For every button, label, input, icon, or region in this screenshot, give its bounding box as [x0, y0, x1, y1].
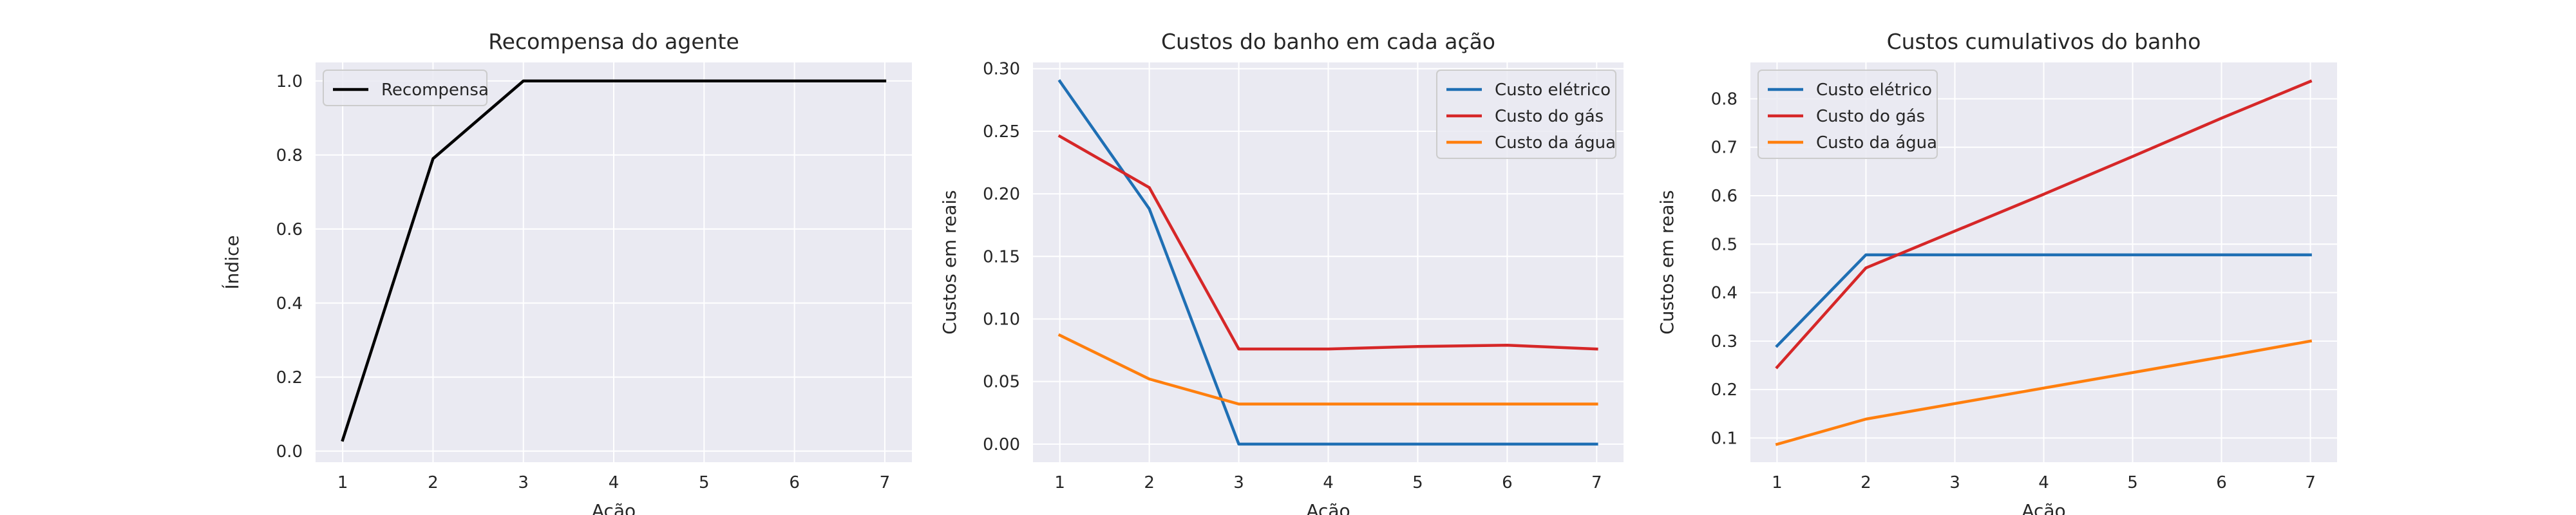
x-tick-label: 6: [2216, 473, 2227, 492]
x-tick-label: 7: [880, 473, 891, 492]
x-tick-label: 2: [428, 473, 439, 492]
x-tick-label: 5: [1412, 473, 1423, 492]
y-tick-label: 0.0: [276, 442, 303, 462]
x-tick-label: 1: [337, 473, 348, 492]
x-tick-label: 7: [2305, 473, 2316, 492]
y-tick-label: 0.5: [1711, 235, 1738, 254]
x-axis-label: Ação: [1306, 500, 1350, 515]
y-tick-label: 1.0: [276, 72, 303, 91]
x-tick-label: 1: [1772, 473, 1783, 492]
chart-title: Recompensa do agente: [488, 29, 739, 54]
legend: Recompensa: [323, 70, 489, 106]
y-tick-label: 0.15: [983, 247, 1020, 267]
legend-label-3: Custo da água: [1816, 133, 1937, 153]
x-tick-label: 7: [1591, 473, 1602, 492]
chart-panel-1: 1 2 3 4 5 6 7 0.0 0.2 0.4 0.6 0.8 1.0 Recompensa do a…: [221, 29, 912, 515]
legend-label-2: Custo do gás: [1495, 107, 1604, 126]
y-tick-label: 0.10: [983, 310, 1020, 329]
legend-label-1: Recompensa: [381, 80, 489, 100]
legend-label-1: Custo elétrico: [1495, 80, 1611, 100]
x-tick-label: 4: [609, 473, 620, 492]
y-tick-label: 0.25: [983, 122, 1020, 142]
y-tick-label: 0.3: [1711, 332, 1738, 351]
y-tick-label: 0.4: [276, 294, 303, 314]
chart-panel-3: 1 2 3 4 5 6 7 0.1 0.2 0.3 0.4 0.5 0.6 0.7 0.8 Custos cu…: [1656, 29, 2337, 515]
y-axis-label: Custos em reais: [1656, 190, 1678, 335]
y-axis-label: Índice: [221, 235, 243, 289]
y-tick-label: 0.4: [1711, 284, 1738, 303]
legend: Custo elétrico Custo do gás Custo da água: [1758, 70, 1937, 158]
y-tick-label: 0.8: [1711, 89, 1738, 109]
x-tick-label: 6: [789, 473, 800, 492]
chart-title: Custos do banho em cada ação: [1161, 29, 1495, 54]
x-tick-label: 5: [2127, 473, 2138, 492]
y-tick-label: 0.20: [983, 185, 1020, 204]
x-axis-label: Ação: [2022, 500, 2065, 515]
legend-label-3: Custo da água: [1495, 133, 1616, 153]
x-tick-label: 1: [1054, 473, 1065, 492]
y-tick-label: 0.30: [983, 60, 1020, 79]
y-tick-label: 0.7: [1711, 138, 1738, 158]
x-tick-label: 6: [1502, 473, 1513, 492]
y-tick-label: 0.00: [983, 435, 1020, 454]
legend-label-2: Custo do gás: [1816, 107, 1925, 126]
y-tick-label: 0.05: [983, 373, 1020, 392]
y-tick-label: 0.1: [1711, 429, 1738, 448]
legend: Custo elétrico Custo do gás Custo da água: [1437, 70, 1616, 158]
x-tick-label: 3: [1233, 473, 1244, 492]
x-tick-label: 3: [518, 473, 529, 492]
x-tick-label: 4: [2038, 473, 2049, 492]
y-tick-label: 0.6: [276, 220, 303, 239]
x-tick-label: 2: [1861, 473, 1871, 492]
y-axis-label: Custos em reais: [939, 190, 960, 335]
y-tick-label: 0.6: [1711, 187, 1738, 206]
legend-label-1: Custo elétrico: [1816, 80, 1932, 100]
chart-panel-2: 1 2 3 4 5 6 7 0.00 0.05 0.10 0.15 0.20 0.25 0.30 Custo…: [939, 29, 1624, 515]
x-tick-label: 4: [1323, 473, 1334, 492]
x-axis-label: Ação: [592, 500, 636, 515]
y-tick-label: 0.8: [276, 146, 303, 165]
y-tick-label: 0.2: [276, 368, 303, 388]
y-tick-label: 0.2: [1711, 380, 1738, 400]
x-tick-label: 2: [1144, 473, 1155, 492]
x-tick-label: 3: [1949, 473, 1960, 492]
chart-title: Custos cumulativos do banho: [1887, 29, 2201, 54]
x-tick-label: 5: [699, 473, 710, 492]
